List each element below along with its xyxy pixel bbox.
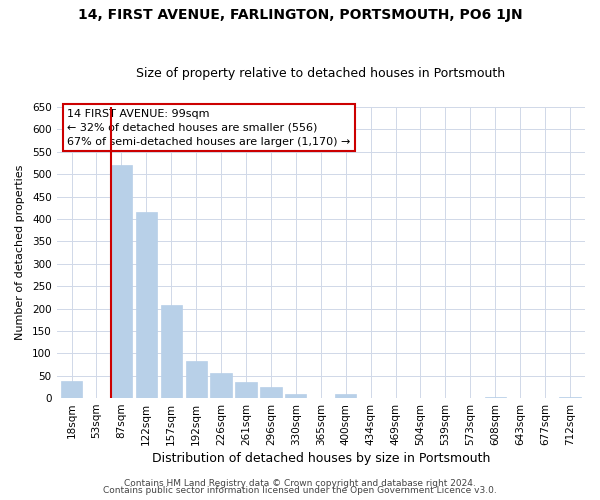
X-axis label: Distribution of detached houses by size in Portsmouth: Distribution of detached houses by size … [152,452,490,465]
Bar [260,387,281,398]
Title: Size of property relative to detached houses in Portsmouth: Size of property relative to detached ho… [136,66,505,80]
Bar [211,372,232,398]
Text: 14 FIRST AVENUE: 99sqm
← 32% of detached houses are smaller (556)
67% of semi-de: 14 FIRST AVENUE: 99sqm ← 32% of detached… [67,108,350,146]
Bar [111,166,132,398]
Bar [485,397,506,398]
Bar [136,212,157,398]
Bar [335,394,356,398]
Bar [161,306,182,398]
Bar [235,382,257,398]
Bar [285,394,307,398]
Bar [185,361,207,398]
Bar [61,381,82,398]
Y-axis label: Number of detached properties: Number of detached properties [15,165,25,340]
Bar [559,397,581,398]
Text: Contains HM Land Registry data © Crown copyright and database right 2024.: Contains HM Land Registry data © Crown c… [124,478,476,488]
Text: Contains public sector information licensed under the Open Government Licence v3: Contains public sector information licen… [103,486,497,495]
Text: 14, FIRST AVENUE, FARLINGTON, PORTSMOUTH, PO6 1JN: 14, FIRST AVENUE, FARLINGTON, PORTSMOUTH… [77,8,523,22]
